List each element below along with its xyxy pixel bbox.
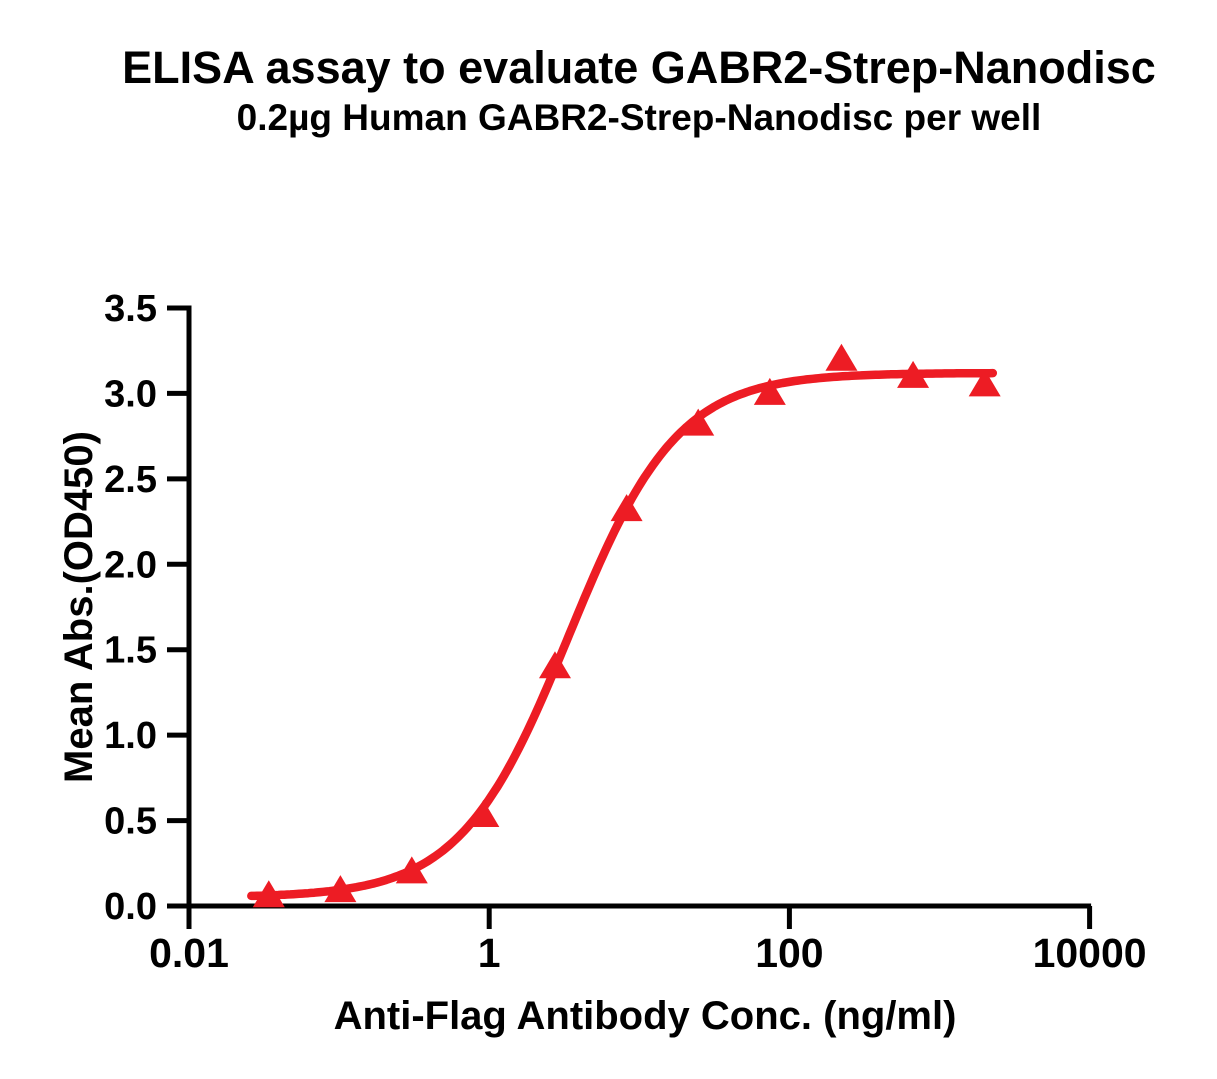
y-axis-title: Mean Abs.(OD450) <box>57 431 101 783</box>
data-point-marker <box>753 377 786 405</box>
chart-title: ELISA assay to evaluate GABR2-Strep-Nano… <box>122 42 1156 93</box>
y-tick-label: 0.0 <box>104 886 157 928</box>
data-point-marker <box>467 799 500 827</box>
data-point-marker <box>610 494 643 522</box>
chart-subtitle: 0.2µg Human GABR2-Strep-Nanodisc per wel… <box>237 97 1042 138</box>
x-tick-label: 100 <box>755 930 823 976</box>
y-tick-label: 3.5 <box>104 288 157 330</box>
data-point-marker <box>538 651 571 679</box>
data-point-marker <box>968 369 1001 397</box>
x-tick-label: 1 <box>478 930 501 976</box>
data-point-marker <box>897 360 930 388</box>
plot-area: 0.0 0.5 1.0 1.5 2.0 2.5 3.0 3.5 0.01 1 100 10000 <box>104 288 1146 976</box>
data-point-marker <box>682 408 715 436</box>
x-axis-title: Anti-Flag Antibody Conc. (ng/ml) <box>334 994 957 1038</box>
y-tick-label: 1.0 <box>104 715 157 757</box>
y-tick-label: 0.5 <box>104 801 157 843</box>
y-tick-label: 3.0 <box>104 373 157 415</box>
y-tick-label: 2.0 <box>104 544 157 586</box>
data-point-marker <box>324 875 357 903</box>
data-point-marker <box>395 856 428 884</box>
data-point-marker <box>825 343 858 371</box>
y-tick-label: 2.5 <box>104 459 157 501</box>
x-tick-label: 0.01 <box>149 930 229 976</box>
data-point-marker <box>252 880 285 908</box>
y-tick-label: 1.5 <box>104 630 157 672</box>
fit-curve <box>247 368 998 901</box>
x-tick-label: 10000 <box>1033 930 1147 976</box>
